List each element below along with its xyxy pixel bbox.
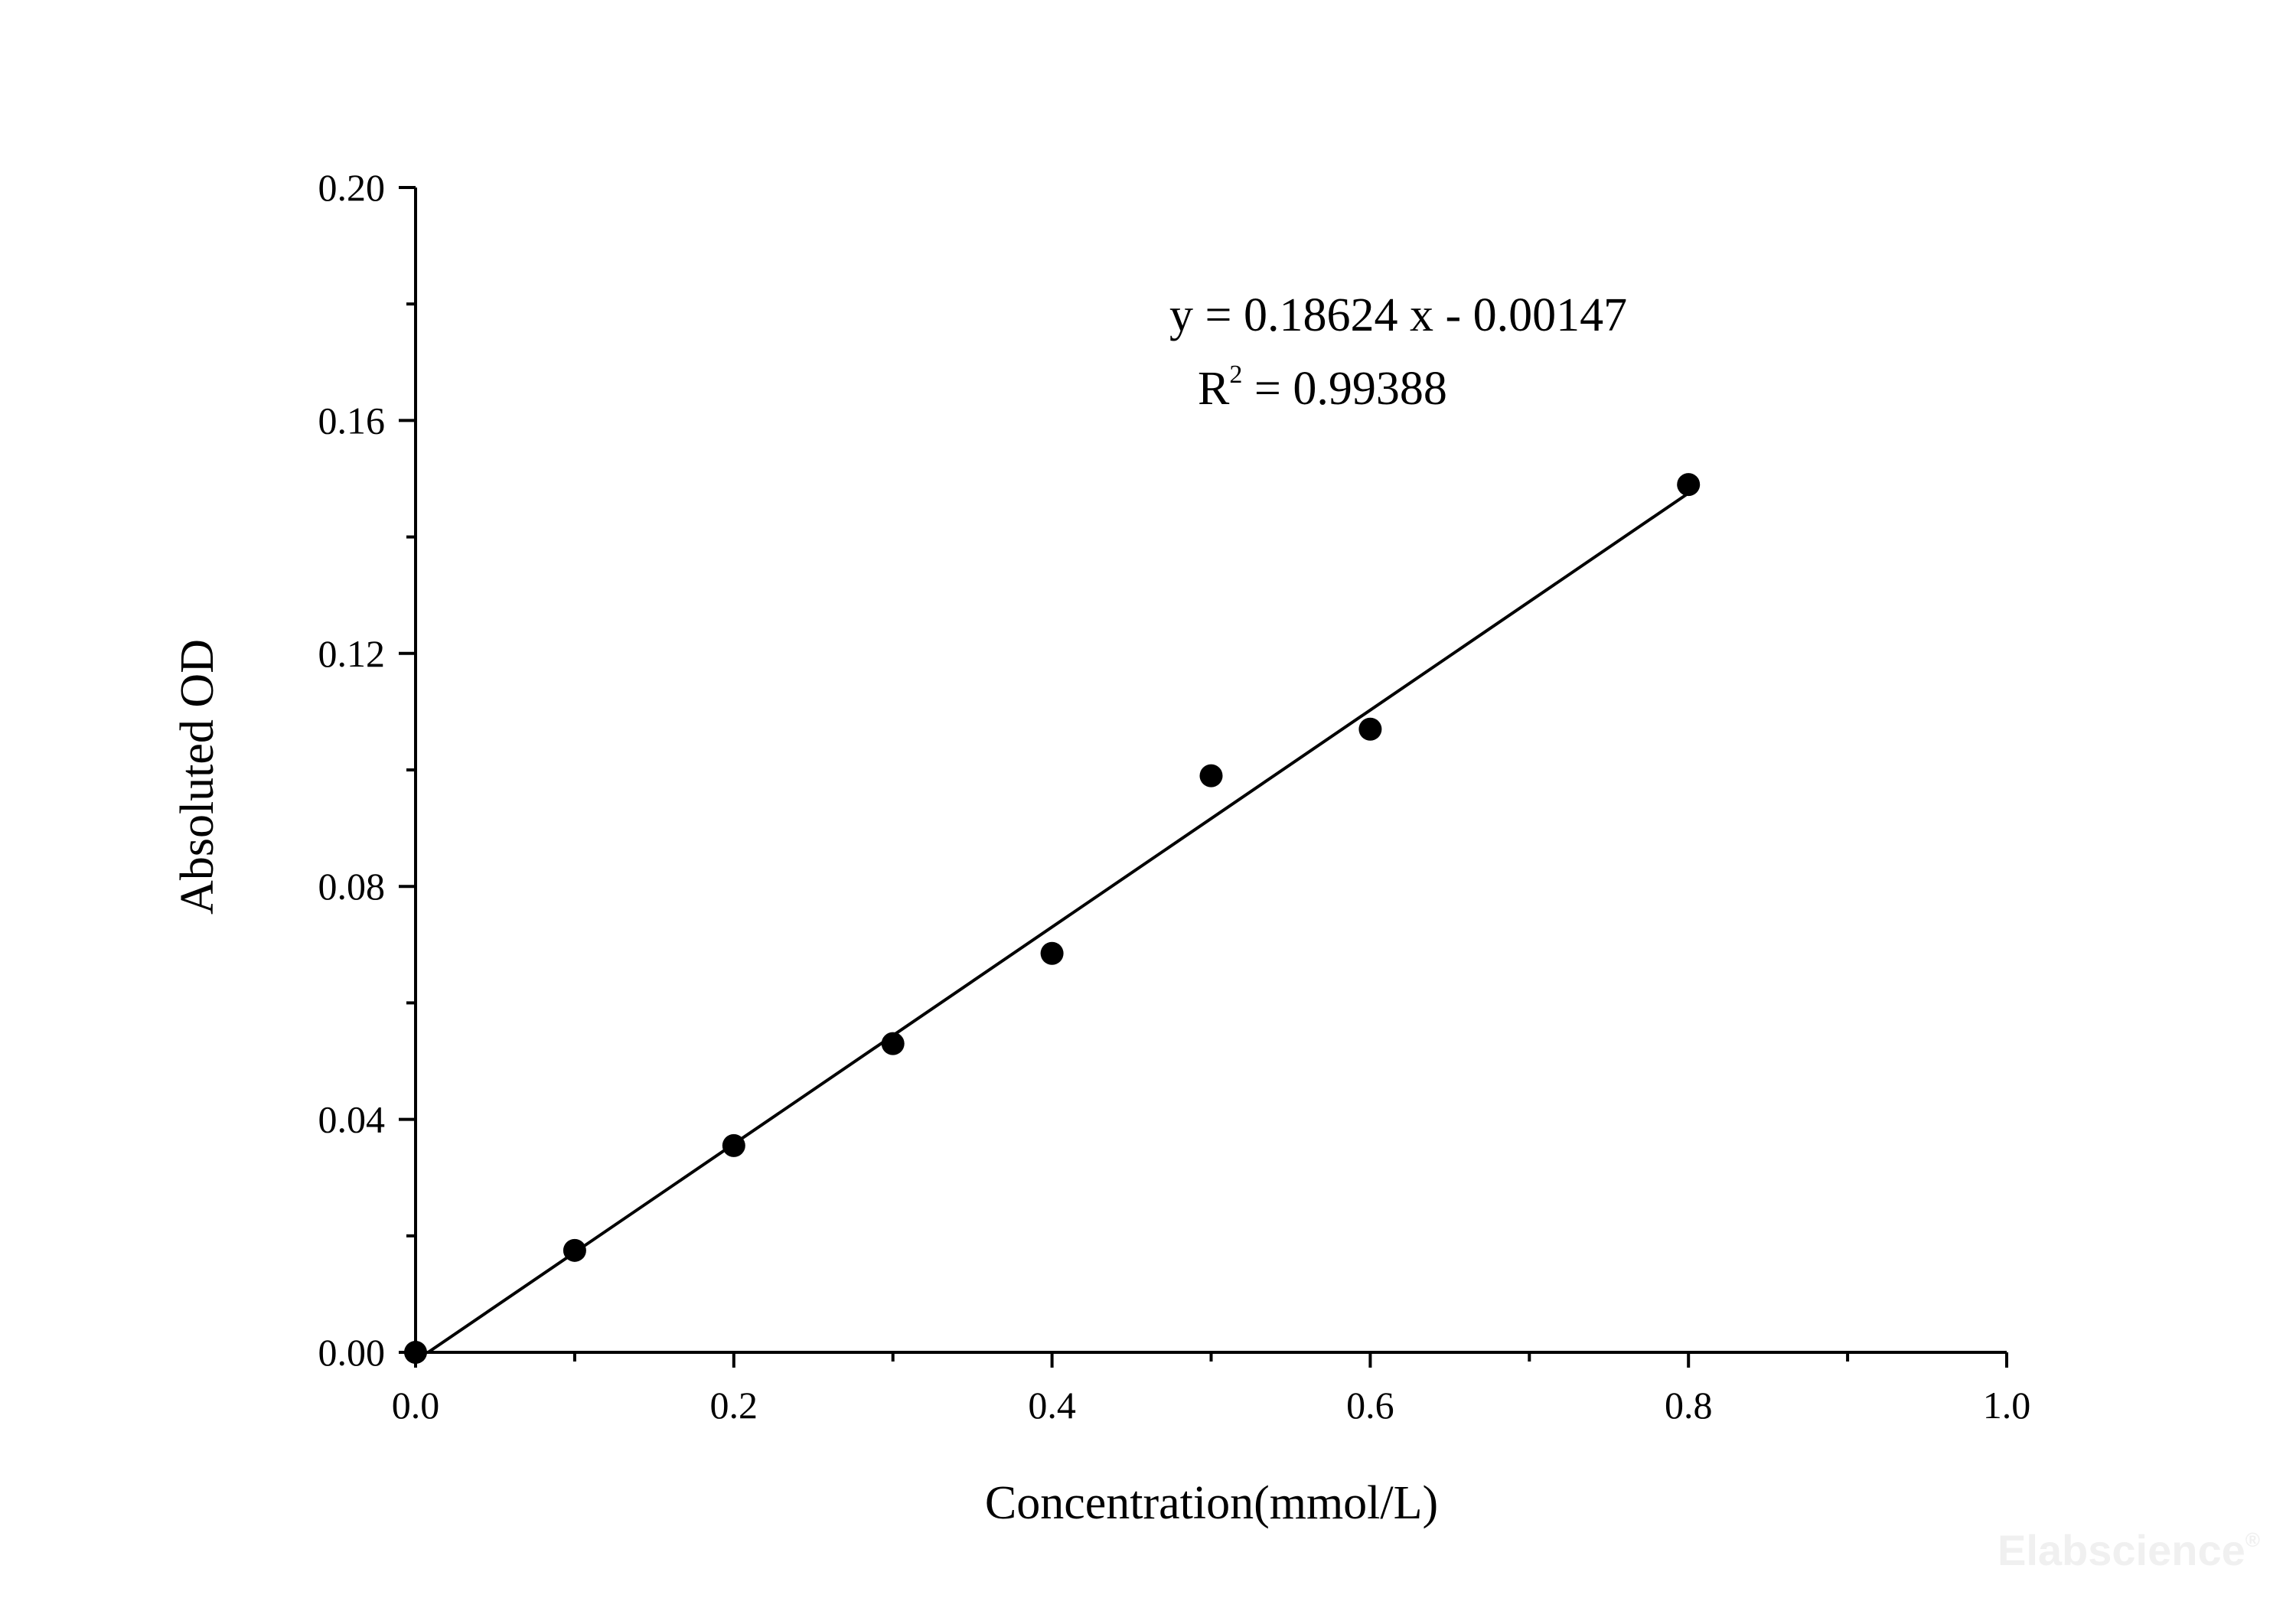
data-point <box>1040 941 1064 965</box>
y-tick-label: 0.20 <box>318 166 386 209</box>
data-point <box>1199 764 1223 788</box>
y-axis-title: Absoluted OD <box>171 639 223 915</box>
x-tick-label: 0.8 <box>1665 1384 1713 1427</box>
watermark-registered: ® <box>2245 1528 2260 1551</box>
x-tick-label: 0.6 <box>1346 1384 1394 1427</box>
x-tick-label: 0.0 <box>392 1384 440 1427</box>
y-tick-label: 0.08 <box>318 865 386 908</box>
data-point <box>722 1133 745 1157</box>
x-tick-label: 1.0 <box>1983 1384 2031 1427</box>
data-point <box>1358 717 1382 741</box>
y-tick-label: 0.00 <box>318 1331 386 1374</box>
data-point <box>881 1032 905 1055</box>
tick-labels: 0.0 0.2 0.4 0.6 0.8 1.0 0.00 0.04 0.08 0.12 0.16 0.… <box>318 166 2031 1427</box>
fit-line-group <box>427 491 1690 1354</box>
data-point <box>563 1238 586 1262</box>
y-tick-label: 0.12 <box>318 632 386 675</box>
y-tick-label: 0.16 <box>318 399 386 442</box>
fit-line <box>427 491 1690 1354</box>
r-squared: R2 = 0.99388 <box>1198 360 1447 415</box>
watermark-text: Elabscience <box>1998 1526 2245 1574</box>
watermark-logo: Elabscience® <box>1998 1526 2260 1574</box>
fit-equation: y = 0.18624 x - 0.00147 <box>1169 289 1627 341</box>
r-squared-label: R <box>1198 363 1230 415</box>
x-tick-label: 0.4 <box>1028 1384 1076 1427</box>
data-points <box>404 473 1701 1364</box>
x-axis-title: Concentration(mmol/L) <box>985 1477 1438 1529</box>
x-tick-label: 0.2 <box>710 1384 758 1427</box>
y-tick-label: 0.04 <box>318 1098 386 1141</box>
r-squared-value: = 0.99388 <box>1242 363 1446 415</box>
r-squared-superscript: 2 <box>1229 360 1242 389</box>
data-point <box>1677 473 1701 497</box>
data-point <box>404 1341 427 1364</box>
